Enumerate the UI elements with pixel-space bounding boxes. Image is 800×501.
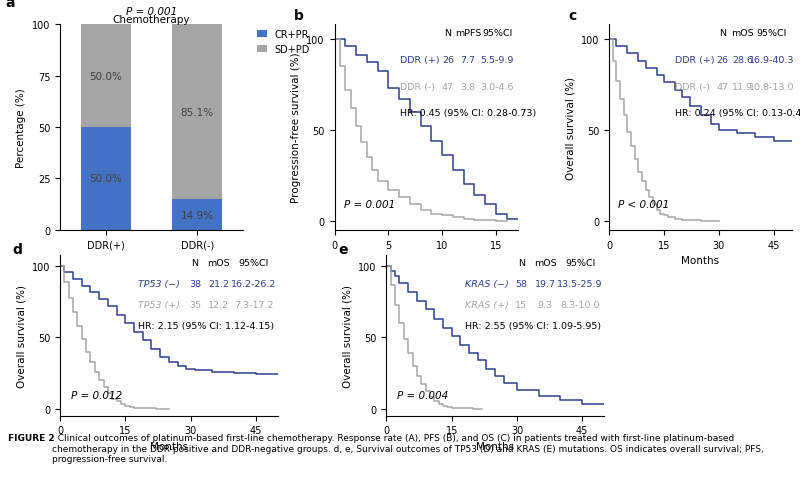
Y-axis label: Overall survival (%): Overall survival (%) [16, 284, 26, 387]
Text: 50.0%: 50.0% [90, 174, 122, 184]
Y-axis label: Progression-free survival (%): Progression-free survival (%) [291, 53, 301, 203]
Y-axis label: Overall survival (%): Overall survival (%) [566, 76, 575, 179]
Text: N: N [191, 259, 198, 268]
Text: 35: 35 [189, 301, 201, 310]
Text: 7.7: 7.7 [461, 56, 475, 65]
Text: 50.0%: 50.0% [90, 72, 122, 81]
Bar [81, 25, 131, 128]
Text: 12.2: 12.2 [208, 301, 230, 310]
X-axis label: Months: Months [150, 441, 188, 451]
Text: mPFS: mPFS [455, 29, 482, 38]
Y-axis label: Percentage (%): Percentage (%) [16, 88, 26, 167]
Text: mOS: mOS [207, 259, 230, 268]
X-axis label: Months: Months [682, 256, 719, 266]
Text: 19.7: 19.7 [534, 280, 556, 289]
Text: 3.8: 3.8 [461, 83, 476, 92]
Y-axis label: Overall survival (%): Overall survival (%) [342, 284, 353, 387]
Text: DDR (+): DDR (+) [675, 56, 714, 65]
Text: 95%CI: 95%CI [757, 29, 787, 38]
Text: 5.5-9.9: 5.5-9.9 [481, 56, 514, 65]
Text: d: d [12, 242, 22, 257]
Text: N: N [719, 29, 726, 38]
Text: P < 0.001: P < 0.001 [618, 200, 670, 210]
Text: mOS: mOS [534, 259, 557, 268]
Text: 58: 58 [515, 280, 527, 289]
Text: a: a [5, 0, 14, 10]
Text: HR: 2.15 (95% CI: 1.12-4.15): HR: 2.15 (95% CI: 1.12-4.15) [138, 321, 274, 330]
Text: TP53 (−): TP53 (−) [138, 280, 180, 289]
X-axis label: Months: Months [407, 256, 445, 266]
Text: KRAS (−): KRAS (−) [465, 280, 509, 289]
Text: b: b [294, 9, 304, 23]
Text: 38: 38 [189, 280, 201, 289]
Text: 15: 15 [515, 301, 527, 310]
Text: 3.0-4.6: 3.0-4.6 [481, 83, 514, 92]
Bar [172, 25, 222, 200]
Bar [81, 128, 131, 230]
Text: 28.6: 28.6 [732, 56, 753, 65]
Text: 11.9: 11.9 [732, 83, 753, 92]
Text: e: e [338, 242, 348, 257]
Bar [172, 200, 222, 230]
X-axis label: Months: Months [476, 441, 514, 451]
Text: DDR (-): DDR (-) [675, 83, 710, 92]
Text: 14.9%: 14.9% [181, 210, 214, 220]
Text: Clinical outcomes of platinum-based first-line chemotherapy. Response rate (A), : Clinical outcomes of platinum-based firs… [52, 433, 764, 463]
Text: 16.2-26.2: 16.2-26.2 [231, 280, 276, 289]
Text: DDR (-): DDR (-) [400, 83, 435, 92]
Text: 47: 47 [717, 83, 729, 92]
Text: 85.1%: 85.1% [181, 107, 214, 117]
Text: 7.3-17.2: 7.3-17.2 [234, 301, 274, 310]
Text: 26: 26 [442, 56, 454, 65]
Text: 9.3: 9.3 [538, 301, 553, 310]
Text: 95%CI: 95%CI [565, 259, 595, 268]
Text: mOS: mOS [731, 29, 754, 38]
Legend: CR+PR, SD+PD: CR+PR, SD+PD [257, 30, 310, 55]
Text: KRAS (+): KRAS (+) [465, 301, 509, 310]
Text: 13.5-25.9: 13.5-25.9 [558, 280, 603, 289]
Text: 26: 26 [717, 56, 729, 65]
Text: 95%CI: 95%CI [482, 29, 513, 38]
Text: 10.8-13.0: 10.8-13.0 [749, 83, 794, 92]
Text: 8.3-10.0: 8.3-10.0 [560, 301, 600, 310]
Text: FIGURE 2: FIGURE 2 [8, 433, 54, 442]
Text: 47: 47 [442, 83, 454, 92]
Text: N: N [445, 29, 451, 38]
Text: N: N [518, 259, 525, 268]
Text: HR: 0.24 (95% CI: 0.13-0.44): HR: 0.24 (95% CI: 0.13-0.44) [675, 109, 800, 118]
Text: c: c [569, 9, 577, 23]
Text: DDR (+): DDR (+) [400, 56, 440, 65]
Text: TP53 (+): TP53 (+) [138, 301, 180, 310]
Text: HR: 2.55 (95% CI: 1.09-5.95): HR: 2.55 (95% CI: 1.09-5.95) [465, 321, 601, 330]
Text: HR: 0.45 (95% CI: 0.28-0.73): HR: 0.45 (95% CI: 0.28-0.73) [400, 109, 537, 118]
Text: P = 0.004: P = 0.004 [398, 390, 449, 400]
Text: P = 0.012: P = 0.012 [71, 390, 122, 400]
Text: 95%CI: 95%CI [238, 259, 269, 268]
Title: Chemotherapy: Chemotherapy [113, 15, 190, 25]
Text: 16.9-40.3: 16.9-40.3 [749, 56, 794, 65]
Text: P = 0.001: P = 0.001 [344, 200, 395, 210]
Text: P = 0.001: P = 0.001 [126, 7, 177, 17]
Text: 21.2: 21.2 [208, 280, 230, 289]
